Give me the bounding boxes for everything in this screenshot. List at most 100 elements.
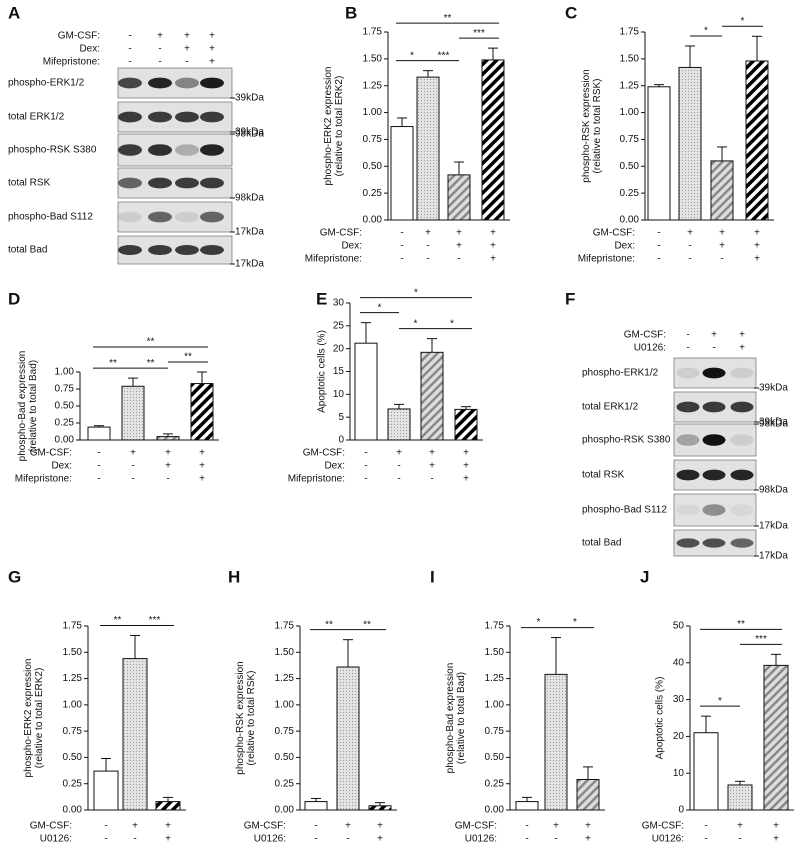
y-tick-label: 1.75 [363,27,383,38]
marker-label: 17kDa [235,227,264,238]
bar [368,805,392,811]
y-tick-label: 1.25 [620,80,640,91]
bar [387,408,411,441]
significance-label: ** [147,358,155,369]
blot-band [200,77,224,89]
blot-row-label: phospho-RSK S380 [8,145,97,156]
y-tick-label: 1.25 [485,673,505,684]
condition-sign: - [426,254,429,265]
blot-band [175,244,199,256]
blot-band [118,77,142,89]
bar [544,673,568,811]
condition-sign: - [128,57,131,68]
blot-band [200,144,224,156]
y-tick-label: 0.75 [485,726,505,737]
condition-sign: + [199,474,205,485]
condition-sign: - [397,461,400,472]
condition-sign: + [165,821,171,832]
bar [420,351,444,441]
condition-sign: + [165,448,171,459]
panel-letter: G [8,567,21,586]
condition-sign: - [525,834,528,845]
bar [515,801,539,811]
significance-label: * [704,26,708,37]
condition-label: Dex: [324,461,345,472]
condition-sign: + [553,821,559,832]
condition-label: GM-CSF: [30,448,72,459]
condition-sign: + [739,330,745,341]
condition-label: GM-CSF: [624,330,666,341]
condition-sign: - [657,228,660,239]
condition-sign: - [131,474,134,485]
condition-sign: + [377,821,383,832]
blot-band [118,177,142,189]
condition-sign: + [585,834,591,845]
marker-label: 39kDa [759,417,788,428]
y-tick-label: 0.75 [55,384,75,395]
condition-label: Dex: [614,241,635,252]
y-tick-label: 1.75 [620,27,640,38]
condition-sign: + [377,834,383,845]
panel-letter: F [565,289,575,308]
blot-band [148,77,172,89]
condition-sign: + [490,254,496,265]
y-tick-label: 30 [673,694,685,705]
significance-label: *** [755,634,767,645]
condition-label: Mifepristone: [305,254,362,265]
condition-sign: + [184,31,190,42]
condition-sign: - [97,461,100,472]
bar [121,385,145,441]
condition-sign: + [739,343,745,354]
condition-sign: + [687,228,693,239]
panel-letter: J [640,567,649,586]
y-tick-label: 0.50 [363,161,383,172]
y-tick-label: 0.00 [363,215,383,226]
y-tick-label: 0.25 [363,188,383,199]
condition-label: GM-CSF: [455,821,497,832]
y-tick-label: 0.50 [275,752,295,763]
condition-label: Mifepristone: [288,474,345,485]
y-tick-label: 1.25 [275,673,295,684]
y-tick-label: 0 [338,435,344,446]
blot-row-label: total ERK1/2 [8,112,65,123]
blot-band [200,111,224,123]
condition-sign: - [158,44,161,55]
y-axis-label: phospho-Bad expression [445,663,456,774]
blot-band [702,434,726,446]
y-tick-label: 0.25 [63,778,83,789]
y-tick-label: 1.00 [363,107,383,118]
condition-sign: - [104,821,107,832]
significance-label: * [537,617,541,628]
blot-band [676,367,700,379]
significance-label: ** [114,615,122,626]
y-tick-label: 0.25 [620,188,640,199]
significance-label: *** [473,28,485,39]
blot-band [730,469,754,481]
y-tick-label: 0.00 [485,805,505,816]
significance-label: * [741,16,745,27]
condition-sign: - [738,834,741,845]
y-tick-label: 0.25 [275,778,295,789]
y-tick-label: 1.50 [620,53,640,64]
y-tick-label: 0.50 [485,752,505,763]
condition-sign: + [490,228,496,239]
blot-band [148,244,172,256]
condition-sign: + [463,474,469,485]
condition-label: U0126: [652,834,684,845]
blot-band [702,504,726,516]
y-tick-label: 1.00 [55,367,75,378]
blot-row-label: phospho-Bad S112 [582,505,667,516]
condition-sign: + [754,254,760,265]
condition-sign: + [711,330,717,341]
bar [481,59,505,221]
condition-sign: + [132,821,138,832]
bar [727,784,753,811]
condition-sign: - [314,834,317,845]
y-axis-label: (relative to total RSK) [246,670,257,765]
condition-sign: + [396,448,402,459]
blot-band [148,177,172,189]
y-tick-label: 0.00 [55,435,75,446]
significance-label: * [718,696,722,707]
significance-label: ** [325,619,333,630]
marker-label: 98kDa [759,419,788,430]
